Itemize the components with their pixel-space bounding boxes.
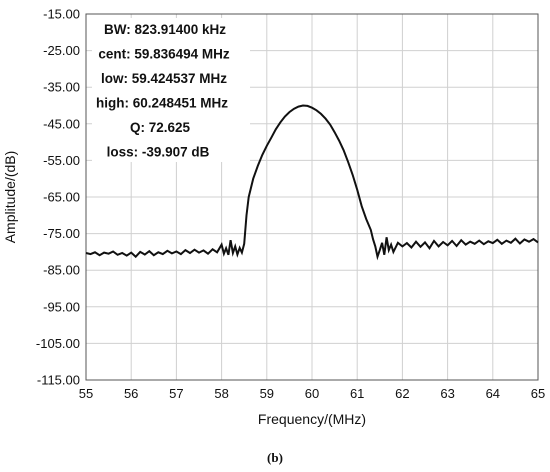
y-tick-label: -25.00 bbox=[43, 43, 80, 58]
x-tick-label: 59 bbox=[260, 386, 274, 401]
x-tick-label: 57 bbox=[169, 386, 183, 401]
x-axis-title: Frequency/(MHz) bbox=[258, 411, 366, 427]
annotation-line: cent: 59.836494 MHz bbox=[98, 47, 230, 62]
annotation-line: Q: 72.625 bbox=[130, 120, 191, 135]
x-tick-label: 58 bbox=[214, 386, 228, 401]
y-axis-title: Amplitude/(dB) bbox=[2, 151, 18, 244]
x-tick-label: 60 bbox=[305, 386, 319, 401]
annotation-line: high: 60.248451 MHz bbox=[96, 96, 228, 111]
figure-sublabel: (b) bbox=[267, 450, 283, 465]
y-tick-label: -95.00 bbox=[43, 299, 80, 314]
annotation-line: loss: -39.907 dB bbox=[107, 145, 210, 160]
series-line bbox=[85, 104, 539, 261]
y-tick-label: -85.00 bbox=[43, 263, 80, 278]
x-tick-label: 64 bbox=[486, 386, 500, 401]
x-tick-label: 55 bbox=[79, 386, 93, 401]
x-tick-label: 56 bbox=[124, 386, 138, 401]
y-tick-label: -35.00 bbox=[43, 80, 80, 95]
annotation-line: low: 59.424537 MHz bbox=[101, 71, 227, 86]
x-tick-label: 63 bbox=[440, 386, 454, 401]
annotation-box: BW: 823.91400 kHz cent: 59.836494 MHz low:… bbox=[92, 18, 250, 162]
plot-frame bbox=[85, 13, 539, 381]
x-tick-label: 62 bbox=[395, 386, 409, 401]
y-tick-label: -65.00 bbox=[43, 190, 80, 205]
x-axis-ticks: 55 56 57 58 59 60 61 62 63 64 65 bbox=[79, 386, 545, 401]
y-tick-label: -105.00 bbox=[36, 336, 80, 351]
annotation-line: BW: 823.91400 kHz bbox=[104, 22, 226, 37]
y-tick-label: -55.00 bbox=[43, 153, 80, 168]
y-tick-label: -45.00 bbox=[43, 116, 80, 131]
x-tick-label: 61 bbox=[350, 386, 364, 401]
y-axis-ticks: -15.00 -25.00 -35.00 -45.00 -55.00 -65.00 -75.… bbox=[36, 7, 80, 388]
annotation-background bbox=[92, 18, 250, 162]
y-tick-label: -75.00 bbox=[43, 226, 80, 241]
x-tick-label: 65 bbox=[531, 386, 545, 401]
y-tick-label: -115.00 bbox=[37, 373, 80, 388]
y-tick-label: -15.00 bbox=[43, 7, 80, 22]
